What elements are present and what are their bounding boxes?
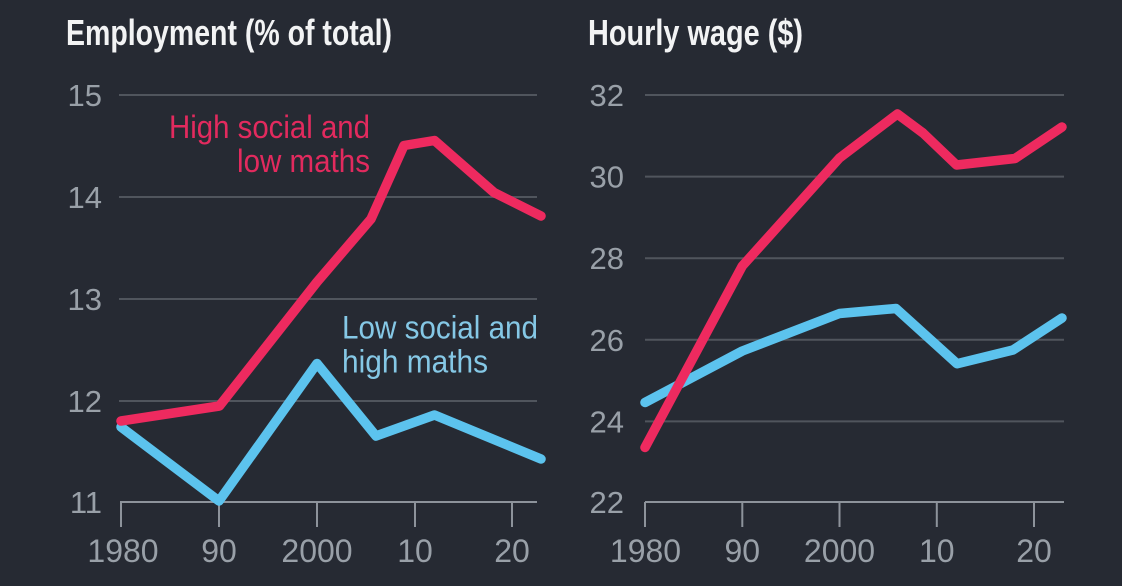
svg-text:11: 11 <box>70 485 102 520</box>
svg-text:32: 32 <box>590 78 624 113</box>
svg-text:1980: 1980 <box>87 533 158 569</box>
svg-text:30: 30 <box>590 160 624 195</box>
svg-text:12: 12 <box>68 384 102 419</box>
svg-text:13: 13 <box>68 282 102 317</box>
svg-text:22: 22 <box>590 485 624 520</box>
svg-text:High social and: High social and <box>169 109 370 145</box>
svg-text:Hourly wage ($): Hourly wage ($) <box>588 12 803 53</box>
svg-text:2000: 2000 <box>804 533 875 569</box>
svg-text:24: 24 <box>590 404 624 439</box>
svg-text:high maths: high maths <box>342 344 488 380</box>
svg-text:1980: 1980 <box>610 533 681 569</box>
svg-text:2000: 2000 <box>281 533 352 569</box>
svg-text:20: 20 <box>494 533 530 569</box>
svg-text:low maths: low maths <box>237 143 370 179</box>
svg-text:90: 90 <box>201 533 237 569</box>
svg-text:26: 26 <box>590 323 624 358</box>
svg-text:10: 10 <box>397 533 433 569</box>
svg-text:Low social and: Low social and <box>342 310 538 346</box>
svg-text:28: 28 <box>590 241 624 276</box>
svg-text:20: 20 <box>1016 533 1052 569</box>
svg-text:15: 15 <box>68 78 102 113</box>
svg-text:10: 10 <box>919 533 955 569</box>
svg-text:14: 14 <box>68 180 102 215</box>
svg-text:Employment (% of total): Employment (% of total) <box>66 12 392 53</box>
svg-text:90: 90 <box>725 533 761 569</box>
